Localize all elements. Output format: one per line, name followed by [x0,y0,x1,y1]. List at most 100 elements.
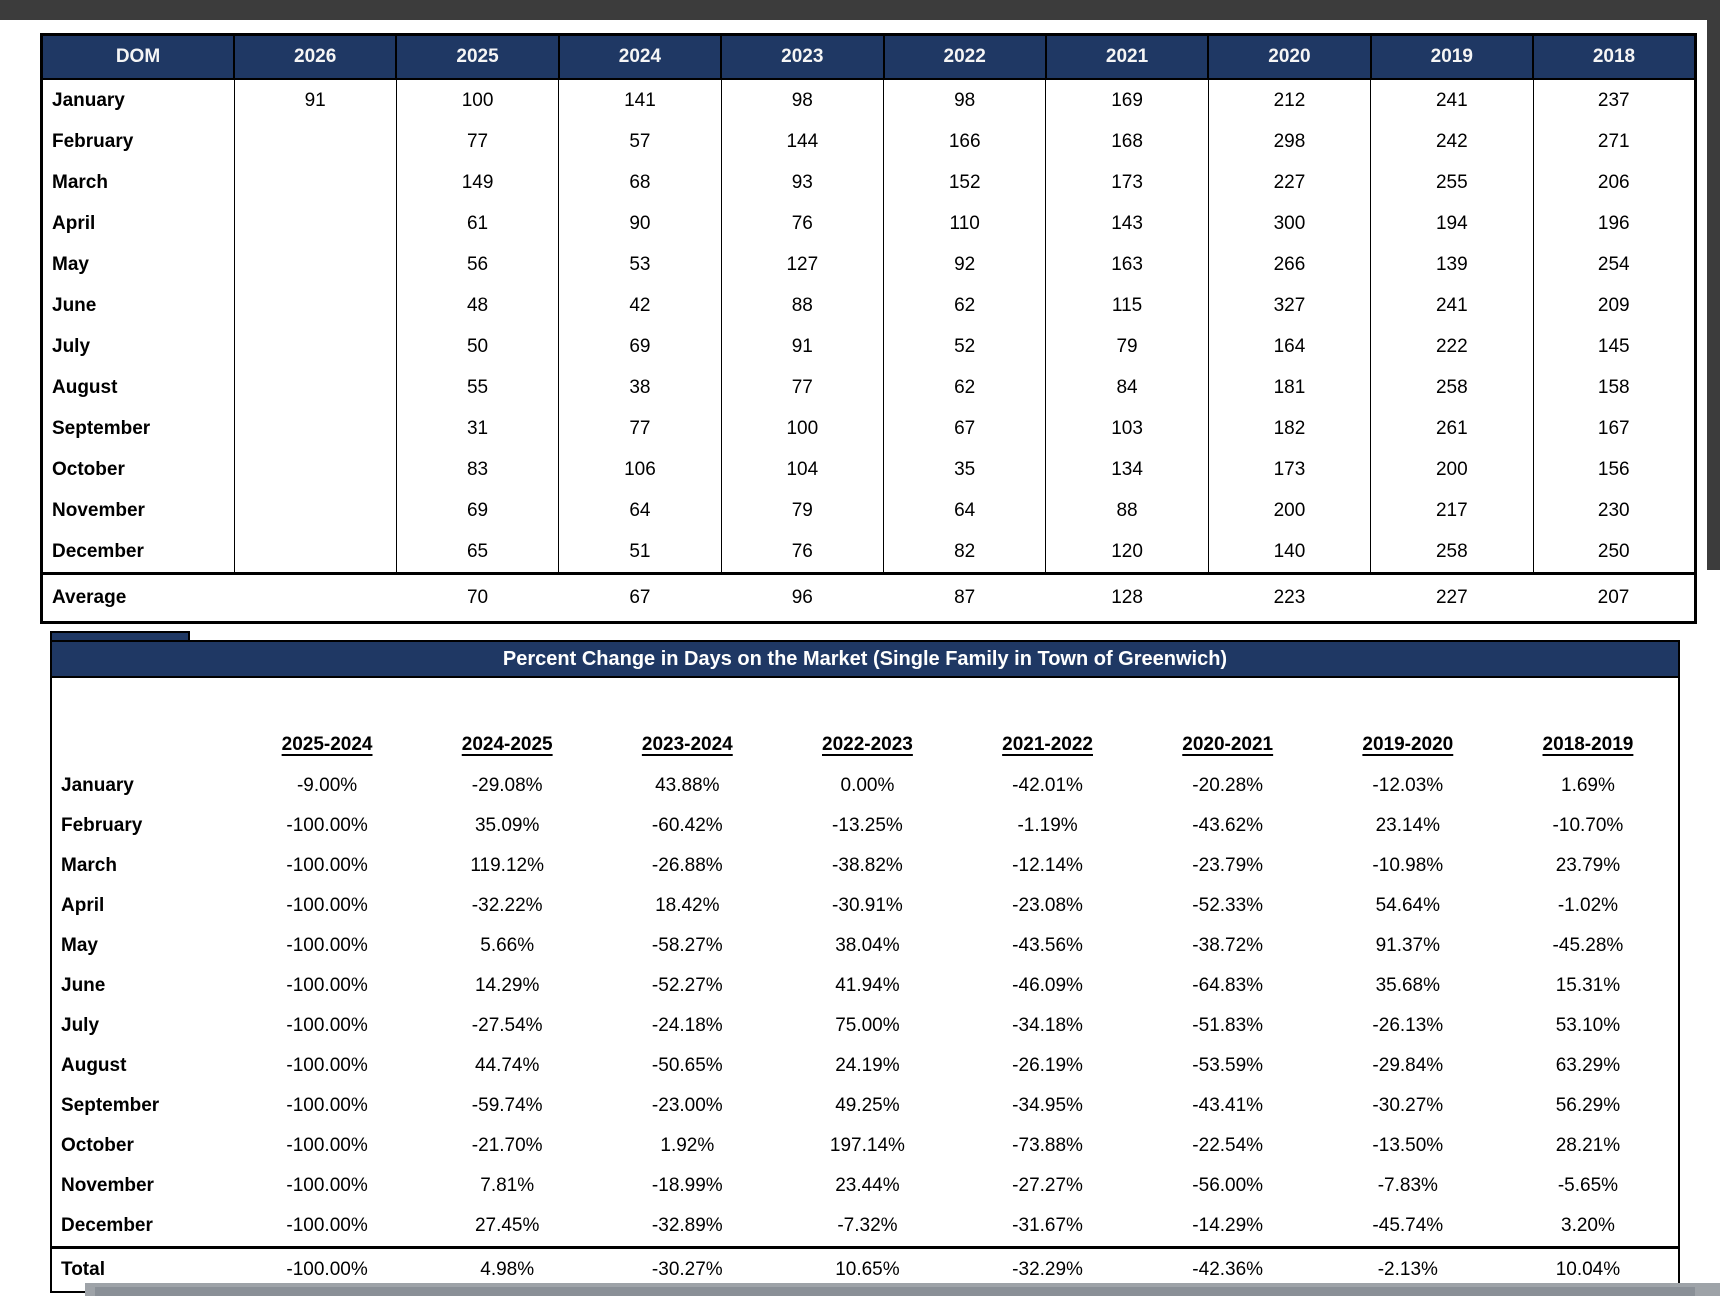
month-label: March [41,162,235,203]
value-cell: -60.42% [651,815,723,836]
column-header: 2021-2022 [1002,734,1093,755]
table-row: December -100.00% 27.45% -32.89% -7.32% -31.6… [52,1206,1678,1248]
value-cell [233,449,397,490]
summary-value-cell: 70 [466,587,489,608]
table-row: September -100.00% -59.74% -23.00% 49.25% -34… [52,1086,1678,1126]
value-cell: 24.19% [835,1055,900,1076]
value-cell: -100.00% [286,1135,368,1156]
value-cell: 56.29% [1555,1095,1621,1116]
column-header: 2019-2020 [1362,734,1454,755]
summary-value-cell: 207 [1597,587,1630,608]
value-cell: 106 [558,449,722,490]
value-cell: -1.02% [1557,895,1619,916]
value-cell: -30.91% [832,895,903,916]
value-cell: -10.98% [1372,855,1444,876]
month-label: August [41,367,235,408]
value-cell: 120 [1045,531,1209,575]
column-header: 2024 [557,33,723,80]
value-cell: -5.65% [1557,1175,1619,1196]
table-row: April -100.00% -32.22% 18.42% -30.91% -23.08%… [52,886,1678,926]
value-cell: -46.09% [1012,975,1083,996]
value-cell: -23.00% [651,1095,723,1116]
value-cell: 327 [1207,285,1372,326]
value-cell: -100.00% [286,1175,368,1196]
value-cell: 49.25% [835,1095,900,1116]
value-cell: -29.08% [471,775,543,796]
column-header [52,678,237,766]
value-cell: 42 [558,285,722,326]
value-cell: 149 [395,162,560,203]
value-cell: 48 [395,285,560,326]
value-cell: 173 [1207,449,1372,490]
value-cell: 91.37% [1375,935,1441,956]
value-cell: -100.00% [286,1095,368,1116]
month-label: November [41,490,235,531]
value-cell: -10.70% [1552,815,1624,836]
value-cell [233,408,397,449]
value-cell [233,531,397,575]
value-cell: 50 [395,326,560,367]
summary-value-cell: 96 [791,587,813,608]
value-cell: 83 [395,449,560,490]
summary-value-cell: 227 [1435,587,1468,608]
value-cell: 23.44% [835,1175,900,1196]
value-cell: 127 [720,244,885,285]
value-cell: 91 [720,326,885,367]
table-row: May -100.00% 5.66% -58.27% 38.04% -43.56% -38.… [52,926,1678,966]
pct-table-title: Percent Change in Days on the Market (Si… [52,642,1678,678]
value-cell: 14.29% [474,975,540,996]
value-cell: 261 [1370,408,1534,449]
value-cell: -7.83% [1377,1175,1438,1196]
month-label: December [61,1215,153,1236]
month-label: September [61,1095,160,1116]
value-cell: -50.65% [651,1055,723,1076]
value-cell: -18.99% [651,1175,723,1196]
value-cell: 57 [558,121,722,162]
summary-value-cell: 67 [629,587,651,608]
value-cell: -13.50% [1372,1135,1444,1156]
value-cell: 92 [882,244,1047,285]
value-cell: 140 [1207,531,1372,575]
month-label: June [61,975,106,996]
value-cell: 53.10% [1555,1015,1621,1036]
value-cell: -34.18% [1012,1015,1083,1036]
column-header: 2018-2019 [1542,734,1634,755]
value-cell: 27.45% [474,1215,540,1236]
value-cell: 79 [1045,326,1209,367]
column-header: 2018 [1532,33,1697,80]
value-cell: -12.14% [1012,855,1083,876]
table-row: January -9.00% -29.08% 43.88% 0.00% -42.01% -2… [52,766,1678,806]
month-label: October [61,1135,134,1156]
value-cell: 200 [1370,449,1534,490]
value-cell: 254 [1532,244,1696,285]
value-cell: 298 [1207,121,1372,162]
summary-label: Average [52,587,127,608]
column-header: 2025 [395,33,560,80]
value-cell: 163 [1045,244,1209,285]
value-cell: 62 [882,285,1047,326]
value-cell: 166 [882,121,1047,162]
column-header: 2024-2025 [461,734,553,755]
value-cell: 35.09% [474,815,540,836]
value-cell: 88 [720,285,885,326]
dom-table-average-row: Average 70 67 96 87 128 223 227 207 [42,574,1696,623]
window-top-bar [0,0,1720,20]
month-label: October [41,449,235,490]
value-cell: 90 [558,203,722,244]
scrollbar-thumb[interactable] [1707,20,1720,570]
value-cell: 227 [1207,162,1372,203]
value-cell: 141 [558,79,722,121]
value-cell: -13.25% [832,815,903,836]
value-cell: 258 [1370,531,1534,575]
value-cell: 28.21% [1555,1135,1621,1156]
value-cell: 3.20% [1561,1215,1615,1236]
value-cell: 104 [720,449,885,490]
value-cell: 217 [1370,490,1534,531]
month-label: May [61,935,98,956]
value-cell: -32.89% [651,1215,723,1236]
value-cell: 222 [1370,326,1534,367]
value-cell: 98 [720,79,885,121]
month-label: January [61,775,134,796]
value-cell [233,121,397,162]
value-cell: 266 [1207,244,1372,285]
